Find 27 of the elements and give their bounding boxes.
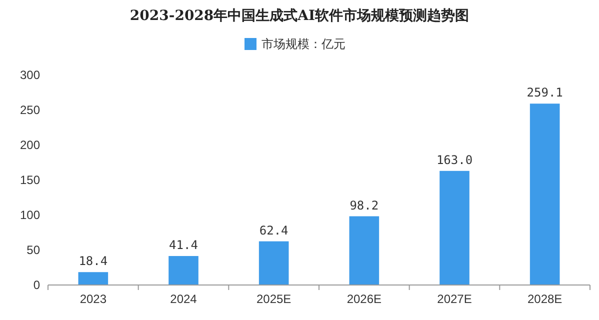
bar: [168, 256, 198, 285]
y-tick-label: 50: [26, 243, 40, 257]
y-tick-label: 200: [20, 138, 40, 152]
data-label: 98.2: [350, 198, 379, 212]
chart-title: 2023-2028年中国生成式AI软件市场规模预测趋势图: [130, 7, 470, 24]
data-label: 62.4: [259, 223, 288, 238]
bar: [78, 272, 108, 285]
x-tick-label: 2024: [170, 292, 198, 306]
x-tick-label: 2028E: [527, 292, 562, 306]
legend-label: 市场规模：亿元: [262, 37, 346, 51]
x-tick-label: 2023: [80, 292, 107, 306]
data-label: 41.4: [169, 238, 198, 252]
x-tick-label: 2025E: [256, 292, 292, 306]
x-tick-label: 2027E: [437, 292, 472, 306]
data-label: 259.1: [526, 86, 563, 100]
y-tick-label: 0: [33, 278, 40, 292]
y-tick-label: 150: [20, 173, 40, 187]
data-label: 163.0: [436, 152, 473, 167]
data-label: 18.4: [78, 254, 108, 268]
bar: [440, 170, 470, 285]
bar: [258, 241, 289, 285]
y-tick-label: 300: [20, 68, 40, 82]
x-tick-label: 2026E: [346, 292, 382, 306]
y-tick-label: 100: [20, 208, 40, 222]
bar: [349, 216, 380, 285]
bar: [530, 104, 560, 285]
y-tick-label: 250: [20, 103, 40, 117]
